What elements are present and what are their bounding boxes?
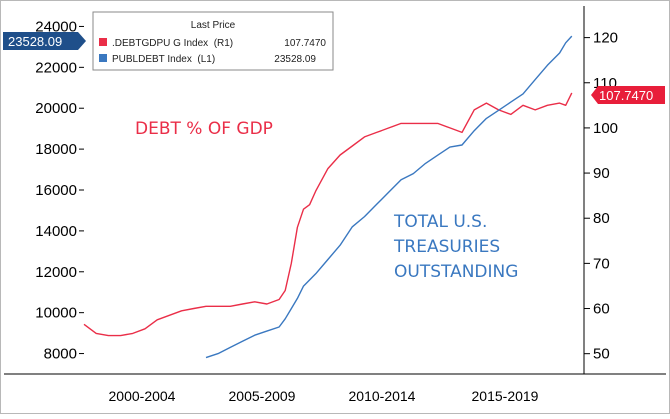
left-tick-label: 10000 <box>35 305 77 322</box>
legend-box <box>92 11 334 71</box>
legend-title: Last Price <box>191 20 236 31</box>
last-price-left-shape <box>3 32 86 50</box>
left-tick-label: 24000 <box>35 18 77 35</box>
legend-label-publdebt: PUBLDEBT Index (L1) <box>112 54 215 65</box>
legend-value-debtgdp: 107.7470 <box>284 38 326 49</box>
legend-value-publdebt: 23528.09 <box>274 54 316 65</box>
last-price-left-value: 23528.09 <box>8 34 62 49</box>
series-layer <box>83 35 573 359</box>
annotation-debt-gdp: DEBT % OF GDP <box>135 119 273 139</box>
left-axis: 8000 10000 12000 14000 16000 18000 20000 22000 2… <box>35 18 84 363</box>
legend-swatch-debtgdp <box>99 38 107 46</box>
x-tick-label: 2010-2014 <box>349 388 416 404</box>
annotation-treasuries-line2: TREASURIES <box>393 237 500 257</box>
legend: Last Price .DEBTGDPU G Index (R1) 107.74… <box>92 11 334 71</box>
series-line-debtgdp <box>83 92 573 337</box>
right-tick-label: 120 <box>593 30 618 47</box>
annotation-treasuries-line3: OUTSTANDING <box>394 262 518 282</box>
last-price-left-flag: 23528.09 <box>3 32 86 50</box>
left-tick-label: 8000 <box>44 346 77 363</box>
x-tick-label: 2000-2004 <box>109 388 176 404</box>
left-tick-label: 18000 <box>35 141 77 158</box>
series-line-publdebt <box>205 35 573 359</box>
right-tick-label: 50 <box>593 346 610 363</box>
last-price-right-flag: 107.7470 <box>591 86 665 104</box>
right-tick-label: 60 <box>593 301 610 318</box>
right-tick-label: 70 <box>593 255 610 272</box>
left-tick-label: 14000 <box>35 223 77 240</box>
last-price-right-shape <box>591 86 665 104</box>
legend-swatch-publdebt <box>99 54 107 62</box>
annotation-treasuries-line1: TOTAL U.S. <box>393 212 487 232</box>
right-tick-label: 100 <box>593 120 618 137</box>
legend-label-debtgdp: .DEBTGDPU G Index (R1) <box>112 38 233 49</box>
x-axis: 2000-2004 2005-2009 2010-2014 2015-2019 <box>109 388 539 404</box>
right-tick-label: 80 <box>593 210 610 227</box>
x-tick-label: 2005-2009 <box>229 388 296 404</box>
last-price-right-value: 107.7470 <box>599 88 653 103</box>
left-tick-label: 12000 <box>35 264 77 281</box>
x-tick-label: 2015-2019 <box>472 388 539 404</box>
left-tick-label: 20000 <box>35 100 77 117</box>
left-tick-label: 22000 <box>35 59 77 76</box>
right-tick-label: 90 <box>593 165 610 182</box>
left-tick-label: 16000 <box>35 182 77 199</box>
